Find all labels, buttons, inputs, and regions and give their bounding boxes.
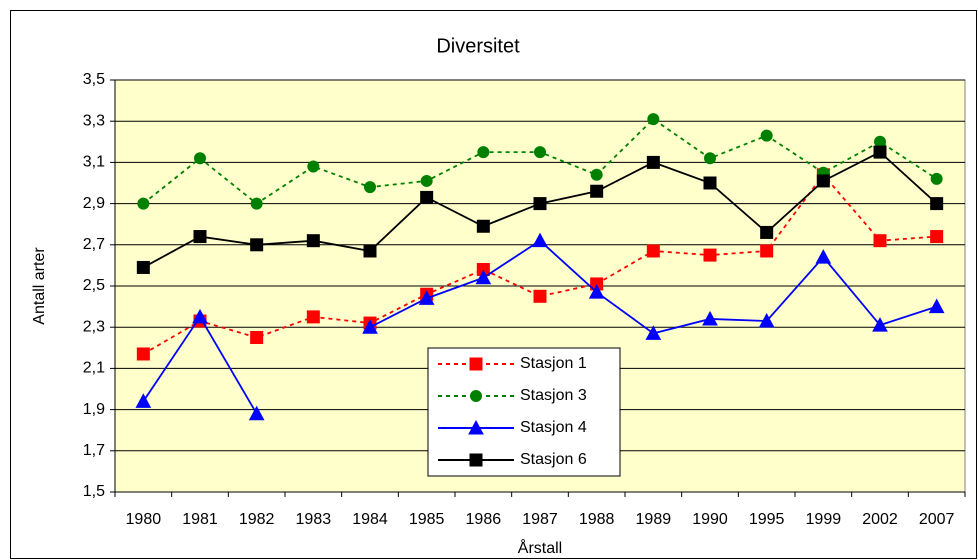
x-tick-label: 1989 (636, 511, 672, 528)
data-point (816, 174, 830, 188)
x-tick-label: 2002 (862, 511, 898, 528)
x-tick-label: 2007 (919, 511, 955, 528)
legend-marker (468, 419, 484, 435)
y-tick-label: 1,9 (83, 401, 105, 418)
x-tick-label: 1983 (296, 511, 332, 528)
y-tick-label: 2,1 (83, 360, 105, 377)
data-point (588, 284, 605, 299)
data-point (533, 197, 547, 211)
data-point (533, 289, 547, 303)
data-point (136, 347, 150, 361)
data-point (476, 219, 490, 233)
data-point (532, 232, 548, 248)
x-tick-label: 1987 (522, 511, 558, 528)
y-tick-label: 2,3 (83, 318, 105, 335)
x-tick-label: 1999 (806, 511, 842, 528)
data-point (760, 129, 773, 142)
data-point (192, 308, 208, 324)
data-point (420, 174, 433, 187)
legend-marker (470, 390, 482, 402)
data-point (248, 405, 265, 421)
data-point (646, 155, 660, 169)
x-tick-label: 1985 (409, 511, 445, 528)
data-point (306, 310, 320, 324)
legend-label: Stasjon 6 (520, 451, 587, 468)
x-tick-label: 1995 (749, 511, 785, 528)
series-line (142, 173, 937, 355)
data-point (420, 190, 434, 204)
data-point (815, 249, 832, 264)
data-point (363, 244, 377, 258)
legend-label: Stasjon 4 (520, 419, 587, 436)
data-point (250, 197, 263, 210)
data-point (873, 145, 887, 159)
data-point (873, 234, 887, 248)
x-tick-label: 1981 (182, 511, 218, 528)
y-tick-label: 1,5 (83, 483, 105, 500)
data-point (760, 225, 774, 239)
data-point (758, 312, 775, 328)
data-point (250, 238, 264, 252)
y-tick-label: 2,7 (83, 236, 105, 253)
data-point (475, 269, 492, 285)
data-point (760, 244, 774, 258)
data-point (477, 146, 490, 159)
x-tick-label: 1984 (352, 511, 388, 528)
chart-title: Diversitet (436, 35, 520, 57)
y-tick-label: 3,5 (83, 71, 105, 88)
data-point (930, 197, 944, 211)
data-point (362, 319, 378, 334)
y-tick-label: 1,7 (83, 442, 105, 459)
y-axis-label: Antall arter (31, 247, 48, 325)
data-point (418, 290, 435, 305)
data-point (647, 113, 660, 126)
data-point (930, 230, 944, 244)
y-tick-label: 3,1 (83, 154, 105, 171)
y-tick-label: 2,5 (83, 277, 105, 294)
data-point (135, 393, 152, 408)
data-point (702, 310, 718, 326)
data-point (703, 248, 717, 262)
data-point (872, 317, 888, 332)
data-point (250, 331, 264, 344)
x-tick-label: 1986 (466, 511, 502, 528)
data-point (194, 152, 206, 165)
x-tick-label: 1990 (692, 511, 728, 528)
data-point (137, 197, 150, 210)
y-tick-label: 3,3 (83, 112, 105, 129)
data-point (645, 325, 662, 340)
x-tick-label: 1980 (126, 511, 162, 528)
data-point (193, 230, 207, 244)
legend (427, 347, 621, 477)
data-point (590, 168, 603, 181)
x-axis-label: Årstall (518, 538, 562, 557)
data-point (590, 184, 604, 198)
legend-marker (469, 453, 483, 467)
x-tick-label: 1988 (579, 511, 615, 528)
data-point (704, 152, 716, 165)
data-point (928, 298, 945, 314)
legend-label: Stasjon 3 (520, 387, 587, 404)
data-point (646, 244, 660, 258)
data-point (364, 181, 376, 194)
x-tick-label: 1982 (239, 511, 275, 528)
legend-marker (469, 357, 483, 371)
data-point (307, 160, 320, 173)
y-tick-label: 2,9 (83, 195, 105, 212)
data-point (703, 176, 717, 190)
data-point (306, 234, 320, 248)
data-point (136, 260, 150, 274)
legend-label: Stasjon 1 (520, 355, 587, 372)
data-point (930, 172, 943, 185)
data-point (534, 146, 546, 159)
